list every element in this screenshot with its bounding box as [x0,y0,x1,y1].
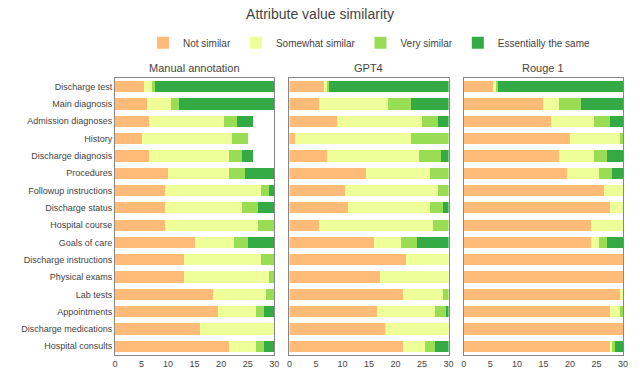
svg-text:Lab tests: Lab tests [76,290,113,300]
svg-text:0: 0 [112,359,117,369]
svg-text:GPT4: GPT4 [354,62,383,74]
svg-text:10: 10 [512,359,522,369]
svg-text:0: 0 [461,359,466,369]
svg-text:Discharge test: Discharge test [55,82,113,92]
svg-text:10: 10 [337,359,347,369]
svg-text:Manual annotation: Manual annotation [149,62,240,74]
svg-text:Discharge diagnosis: Discharge diagnosis [31,151,113,161]
svg-text:Goals of care: Goals of care [59,238,113,248]
svg-text:Procedures: Procedures [66,168,113,178]
svg-text:15: 15 [190,359,200,369]
svg-text:15: 15 [538,359,548,369]
svg-text:30: 30 [618,359,628,369]
svg-text:Admission diagnoses: Admission diagnoses [27,116,113,126]
svg-text:10: 10 [163,359,173,369]
svg-text:20: 20 [391,359,401,369]
svg-text:Discharge instructions: Discharge instructions [24,255,113,265]
svg-text:Main diagnosis: Main diagnosis [52,99,113,109]
svg-text:Appointments: Appointments [57,307,113,317]
svg-text:Not similar: Not similar [183,38,231,49]
svg-text:30: 30 [269,359,279,369]
svg-text:30: 30 [444,359,454,369]
svg-text:15: 15 [364,359,374,369]
svg-text:25: 25 [591,359,601,369]
svg-text:History: History [84,134,113,144]
svg-text:0: 0 [287,359,292,369]
svg-text:25: 25 [417,359,427,369]
svg-text:Rouge 1: Rouge 1 [522,62,564,74]
svg-text:20: 20 [216,359,226,369]
svg-text:Attribute value similarity: Attribute value similarity [246,6,394,22]
svg-text:25: 25 [243,359,253,369]
svg-text:Discharge status: Discharge status [45,203,113,213]
svg-text:Physical exams: Physical exams [50,272,113,282]
svg-text:5: 5 [139,359,144,369]
svg-text:5: 5 [313,359,318,369]
svg-text:20: 20 [565,359,575,369]
svg-text:Hospital course: Hospital course [50,220,112,230]
svg-text:Followup instructions: Followup instructions [28,186,113,196]
svg-text:Very similar: Very similar [400,38,452,49]
svg-text:Somewhat similar: Somewhat similar [276,38,356,49]
svg-text:Discharge medications: Discharge medications [21,324,113,334]
svg-text:5: 5 [488,359,493,369]
svg-text:Essentially the same: Essentially the same [498,38,590,49]
svg-text:Hospital consults: Hospital consults [44,341,113,351]
